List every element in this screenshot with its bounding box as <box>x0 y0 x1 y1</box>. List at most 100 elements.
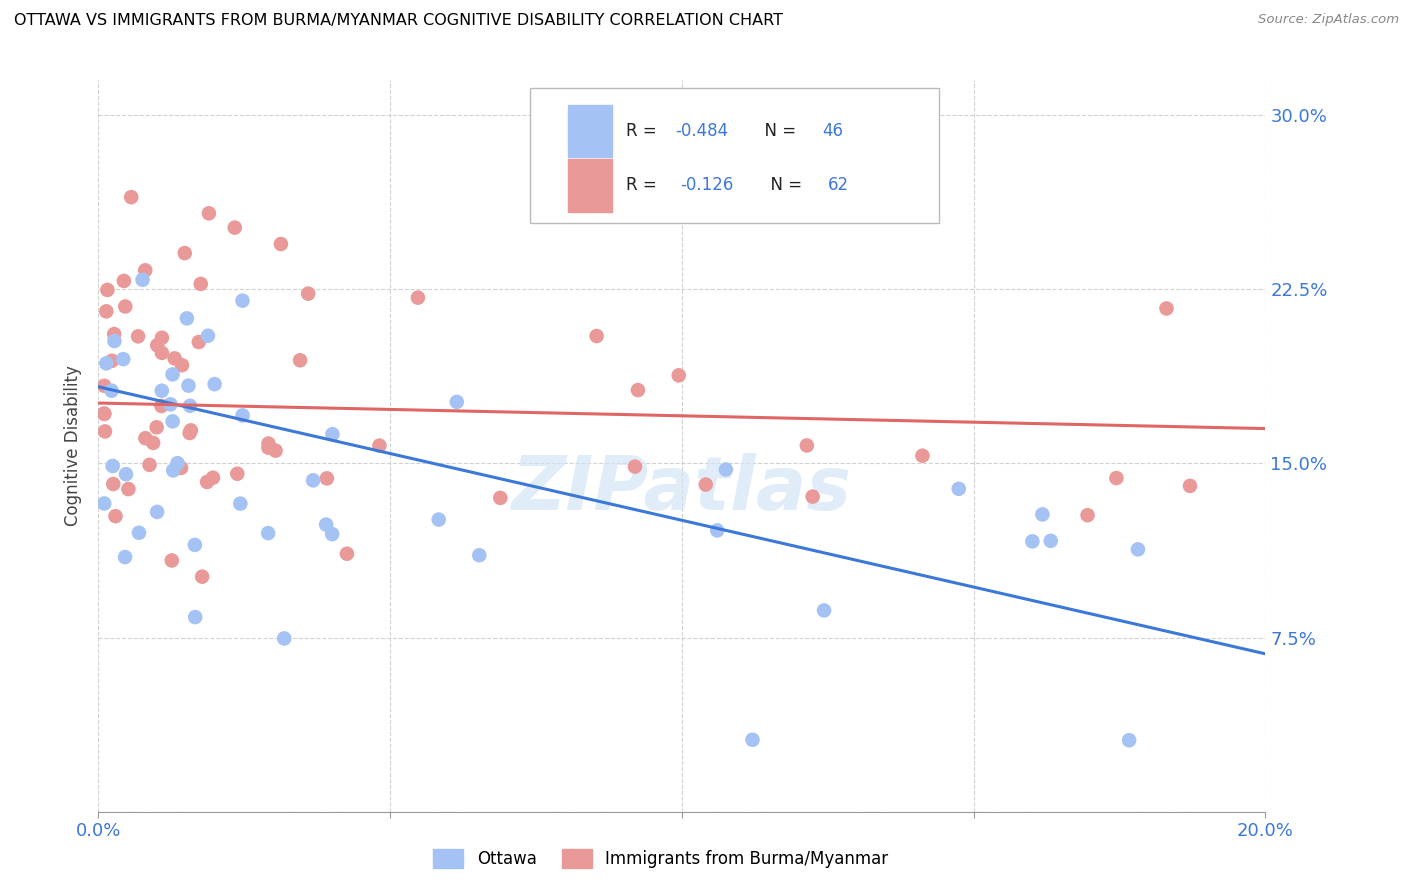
Point <box>103 334 125 348</box>
Point <box>468 548 491 562</box>
Point <box>100 384 122 398</box>
Point <box>368 439 391 453</box>
Point <box>150 384 173 398</box>
Point <box>176 311 198 326</box>
Point <box>96 283 118 297</box>
Point <box>315 517 337 532</box>
Point <box>179 399 201 413</box>
Text: N =: N = <box>761 177 807 194</box>
Text: 62: 62 <box>828 177 849 194</box>
Point <box>714 462 737 476</box>
Point <box>204 377 226 392</box>
Point <box>706 524 728 538</box>
Point <box>948 482 970 496</box>
Point <box>162 368 184 382</box>
Point <box>187 334 209 349</box>
Point <box>184 538 207 552</box>
Point <box>813 603 835 617</box>
Point <box>197 328 219 343</box>
Point <box>142 436 165 450</box>
Point <box>695 477 717 491</box>
Point <box>93 406 115 420</box>
Point <box>160 553 183 567</box>
Point <box>114 550 136 565</box>
Bar <box>568 104 612 158</box>
Point <box>138 458 160 472</box>
Point <box>104 509 127 524</box>
Point <box>257 526 280 541</box>
Point <box>302 473 325 487</box>
Point <box>166 456 188 470</box>
Point <box>146 505 169 519</box>
Point <box>1039 533 1062 548</box>
Y-axis label: Cognitive Disability: Cognitive Disability <box>65 366 83 526</box>
Point <box>585 329 607 343</box>
Point <box>190 277 212 291</box>
Point <box>170 358 193 372</box>
Point <box>159 397 181 411</box>
Point <box>195 475 218 489</box>
FancyBboxPatch shape <box>530 87 939 223</box>
Point <box>128 525 150 540</box>
Point <box>336 547 359 561</box>
Text: R =: R = <box>626 177 666 194</box>
Point <box>668 368 690 383</box>
Point <box>231 293 253 308</box>
Point <box>801 490 824 504</box>
Bar <box>568 159 612 211</box>
Point <box>179 425 201 440</box>
Point <box>489 491 512 505</box>
Point <box>406 291 429 305</box>
Point <box>103 327 125 342</box>
Point <box>94 425 117 439</box>
Point <box>1118 733 1140 747</box>
Point <box>146 338 169 352</box>
Point <box>1077 508 1099 523</box>
Text: ZIPatlas: ZIPatlas <box>512 453 852 526</box>
Point <box>1031 508 1053 522</box>
Point <box>796 438 818 452</box>
Point <box>120 190 142 204</box>
Point <box>115 467 138 482</box>
Point <box>198 206 221 220</box>
Point <box>127 329 149 343</box>
Point <box>180 423 202 437</box>
Point <box>741 732 763 747</box>
Point <box>288 353 311 368</box>
Point <box>96 304 118 318</box>
Point <box>184 610 207 624</box>
Point <box>1021 534 1043 549</box>
Point <box>191 569 214 583</box>
Point <box>170 461 193 475</box>
Point <box>624 459 647 474</box>
Point <box>229 497 252 511</box>
Point <box>162 463 184 477</box>
Point <box>145 420 167 434</box>
Text: -0.484: -0.484 <box>675 122 728 140</box>
Point <box>134 263 156 277</box>
Point <box>101 458 124 473</box>
Point <box>1126 542 1149 557</box>
Point <box>131 273 153 287</box>
Point <box>257 441 280 455</box>
Point <box>321 527 343 541</box>
Point <box>273 632 295 646</box>
Point <box>101 353 124 368</box>
Point <box>427 512 450 526</box>
Text: R =: R = <box>626 122 662 140</box>
Point <box>446 395 468 409</box>
Point <box>297 286 319 301</box>
Point <box>911 449 934 463</box>
Point <box>163 351 186 366</box>
Point <box>1178 479 1201 493</box>
Point <box>257 436 280 450</box>
Point <box>103 477 125 491</box>
Point <box>93 407 115 421</box>
Point <box>270 237 292 252</box>
Point <box>224 220 246 235</box>
Point <box>226 467 249 481</box>
Text: 46: 46 <box>823 122 844 140</box>
Point <box>201 471 224 485</box>
Text: OTTAWA VS IMMIGRANTS FROM BURMA/MYANMAR COGNITIVE DISABILITY CORRELATION CHART: OTTAWA VS IMMIGRANTS FROM BURMA/MYANMAR … <box>14 13 783 29</box>
Point <box>321 427 343 442</box>
